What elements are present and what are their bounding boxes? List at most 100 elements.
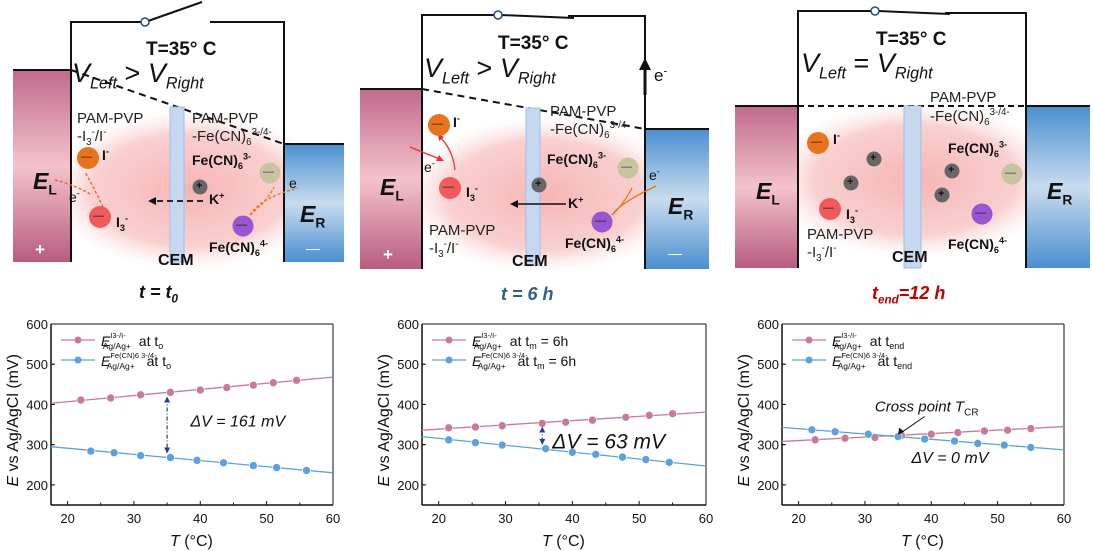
plus-sign-potassium: + [948,164,955,176]
triiodide-ion-icon [819,198,841,220]
minus-sign-triiodide: — [823,202,834,214]
minus-sign-iodide: — [432,118,443,130]
y-tick-label: 500 [757,357,779,372]
x-tick-label: 50 [990,511,1004,526]
ferricyanide-label: Fe(CN)63- [948,140,1007,159]
right-electrode [645,129,709,269]
data-point [1026,443,1036,452]
fit-line [50,446,334,474]
arrow-head-icon [436,155,444,161]
caption-rest: =12 h [898,283,946,303]
electron-charge: - [663,65,668,78]
x-tick-label: 40 [924,511,938,526]
legend-label: EI3-/I-Ag/Ag+ at tm = 6h [472,331,568,351]
potassium-charge: + [219,190,225,201]
arrow-head-icon [510,200,518,208]
legend-label: EFe(CN)6 3-/4-Ag/Ag+ at to [101,351,171,371]
y-tick-label: 200 [397,478,419,493]
v-right: V [147,58,166,88]
ferrocyanide-text: Fe(CN) [209,239,255,255]
data-point [973,439,983,448]
left-gel-line1: PAM-PVP [807,226,874,243]
caption-text: t = t [139,282,172,302]
negative-terminal-sign: — [668,245,682,261]
external-circuit-wire-right [210,21,285,262]
ferrocyanide-label: Fe(CN)64- [209,238,269,258]
ferrocyanide-charge: 4- [259,238,269,249]
cross-point-label: Cross point TCR [875,398,979,418]
y-tick-label: 400 [397,397,419,412]
y-axis-label: E vs Ag/AgCl (mV) [5,354,22,486]
v-left-sub: Left [90,74,118,93]
y-tick-label: 600 [26,317,48,332]
ferrocyanide-charge: 4- [615,234,625,245]
ferrocyanide-label: Fe(CN)64- [948,236,1007,255]
diagram-panel-end: T=35° C VLeft = VRight PAM-PVP -Fe(CN)63… [720,0,1093,310]
ferricyanide-label: Fe(CN)63- [192,152,251,171]
triiodide-ion-icon [89,206,111,228]
data-point [136,451,145,460]
electron-transfer-arrow-left [54,179,93,196]
temperature-label: T=35° C [498,33,569,54]
x-tick-label: 40 [193,511,207,526]
data-point [840,433,850,443]
right-gel-line1: PAM-PVP [550,103,617,120]
left-electrode-label: EL [756,180,780,207]
ferrocyanide-ion-icon [232,215,254,237]
y-tick-label: 300 [397,438,419,453]
triiodide-charge: - [124,213,128,224]
legend-marker [805,336,813,344]
plus-sign-potassium: + [938,188,945,200]
external-circuit-wire-right [945,12,1027,268]
left-gel-line2b: /I [94,128,104,145]
left-electrode-label: EL [33,170,57,197]
ferrocyanide-text: Fe(CN) [948,236,994,252]
relation-symbol: > [476,53,493,83]
ferricyanide-sub: 6 [237,160,243,171]
legend-marker [445,336,453,344]
iodide-ion-icon [807,132,829,154]
iodide-text: I [833,131,837,147]
delta-v-annotation: ΔV = 161 mV [189,414,286,431]
er-text: E [668,193,684,219]
arrow-head-icon [539,439,546,446]
triiodide-label: I3- [466,184,478,203]
data-point [86,446,96,456]
data-point [219,458,228,468]
ion-conversion-arrow-left [439,136,456,171]
triiodide-sub: 3 [469,192,475,203]
electron-text-right: e [649,167,657,183]
right-gel-sub: 6 [246,137,252,148]
data-point [1003,425,1012,435]
arrow-head-icon [164,447,171,454]
data-point [497,421,507,431]
right-gel-sup: 3-/4- [609,120,630,131]
right-gel-label: PAM-PVP -Fe(CN)63-/4- [192,110,272,148]
data-point [591,450,601,459]
y-tick-label: 200 [757,478,779,493]
left-gel-sup: - [821,243,825,254]
data-point [537,419,547,428]
v-left: V [424,53,443,83]
temperature-label: T=35° C [876,29,947,50]
y-tick-label: 300 [26,438,48,453]
data-point [109,448,119,458]
left-gel-label: PAM-PVP -I3-/I- [77,110,143,147]
cation-exchange-membrane [169,106,185,263]
left-gel-line2a: -I [429,240,439,257]
data-point [444,423,454,433]
switch-pivot-icon [493,10,503,20]
v-right: V [499,53,518,83]
left-gel-sup2: - [455,239,459,250]
data-point [664,458,674,467]
right-gel-line2: -Fe(CN) [930,108,985,125]
minus-sign-ferrocyanide: — [975,207,986,219]
external-circuit-wire-right [568,15,646,269]
er-sub: R [683,207,694,223]
switch-pivot-icon [140,17,150,27]
right-gel-line1: PAM-PVP [930,89,997,106]
data-point [999,440,1009,450]
minus-sign-ferricyanide: — [263,166,274,178]
data-point [668,409,677,418]
switch-lever [500,14,575,19]
